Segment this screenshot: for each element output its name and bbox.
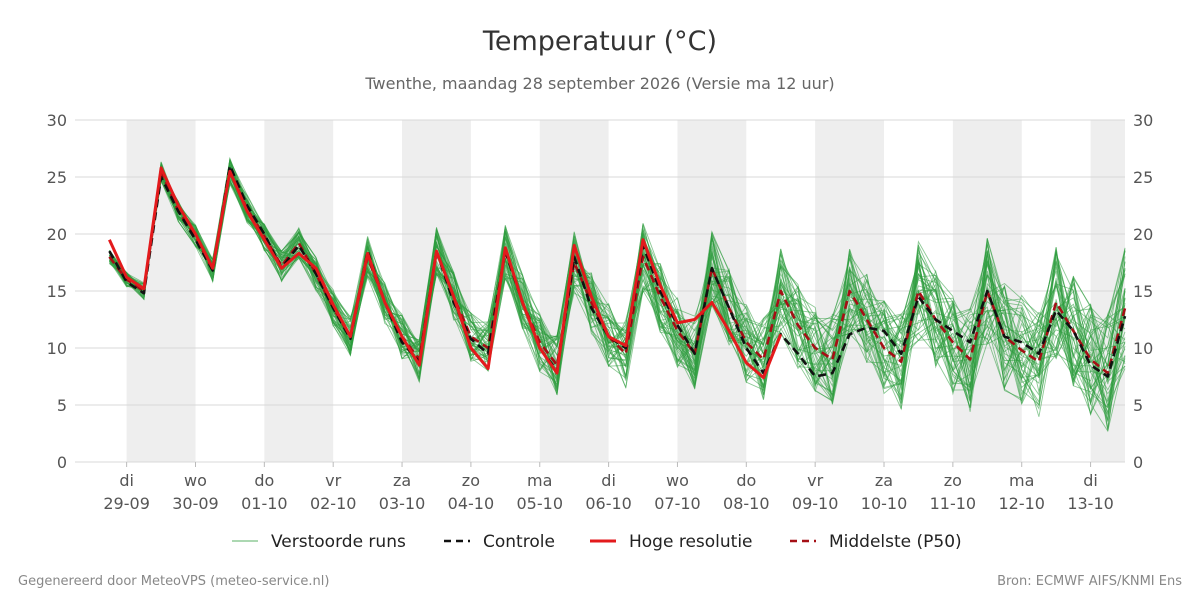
- x-tick-day: zo: [944, 471, 962, 490]
- x-tick-day: ma: [1009, 471, 1034, 490]
- x-tick-date: 10-10: [861, 494, 908, 513]
- x-tick-date: 12-10: [998, 494, 1045, 513]
- ensemble-member-line: [108, 162, 1126, 422]
- x-tick-day: za: [393, 471, 411, 490]
- x-tick-date: 03-10: [379, 494, 426, 513]
- ensemble-member-line: [109, 174, 1126, 402]
- x-tick-day: wo: [184, 471, 207, 490]
- x-tick-day: za: [875, 471, 893, 490]
- x-tick-day: zo: [462, 471, 480, 490]
- y-tick-label-right: 5: [1133, 396, 1143, 415]
- x-tick-date: 13-10: [1067, 494, 1114, 513]
- x-tick-day: vr: [325, 471, 341, 490]
- x-tick-date: 01-10: [241, 494, 288, 513]
- hoge-resolutie-series-line: [108, 166, 783, 380]
- x-tick-date: 07-10: [654, 494, 701, 513]
- x-tick-date: 30-09: [172, 494, 219, 513]
- x-tick-day: di: [1083, 471, 1098, 490]
- y-tick-label-right: 0: [1133, 453, 1143, 472]
- x-tick-day: di: [119, 471, 134, 490]
- y-tick-label-left: 20: [47, 225, 67, 244]
- x-tick-date: 02-10: [310, 494, 357, 513]
- x-tick-date: 29-09: [103, 494, 150, 513]
- legend-label: Controle: [483, 532, 555, 552]
- ensemble-lines: [108, 156, 1126, 433]
- x-tick-date: 09-10: [792, 494, 839, 513]
- x-tick-day: vr: [807, 471, 823, 490]
- x-tick-date: 05-10: [517, 494, 564, 513]
- ensemble-member-line: [109, 163, 1126, 404]
- ensemble-member-line: [109, 167, 1126, 402]
- x-tick-day: wo: [666, 471, 689, 490]
- x-tick-date: 08-10: [723, 494, 770, 513]
- legend: Verstoorde runs Controle Hoge resolutie Mid…: [232, 532, 962, 552]
- y-tick-label-right: 15: [1133, 282, 1153, 301]
- legend-label: Middelste (P50): [829, 532, 962, 552]
- x-tick-day: ma: [527, 471, 552, 490]
- legend-label: Verstoorde runs: [271, 532, 406, 552]
- x-tick-date: 11-10: [930, 494, 977, 513]
- x-tick-date: 04-10: [448, 494, 495, 513]
- y-tick-label-left: 0: [57, 453, 67, 472]
- footer-credit: Gegenereerd door MeteoVPS (meteo-service…: [18, 574, 329, 589]
- y-tick-label-right: 10: [1133, 339, 1153, 358]
- x-tick-day: do: [736, 471, 756, 490]
- series-lines: [108, 164, 1127, 380]
- y-axis-ticks: 0 0 5 5 10 10 15 15 20 20 25 25 30 30: [47, 111, 1154, 472]
- x-tick-day: do: [254, 471, 274, 490]
- y-tick-label-left: 15: [47, 282, 67, 301]
- y-tick-label-left: 25: [47, 168, 67, 187]
- footer-source: Bron: ECMWF AIFS/KNMI Ens: [997, 574, 1182, 589]
- chart-title: Temperatuur (°C): [482, 26, 717, 57]
- chart-subtitle: Twenthe, maandag 28 september 2026 (Vers…: [364, 74, 834, 93]
- x-tick-day: di: [601, 471, 616, 490]
- x-tick-date: 06-10: [585, 494, 632, 513]
- y-tick-label-left: 10: [47, 339, 67, 358]
- ensemble-member-line: [109, 168, 1126, 399]
- y-tick-label-right: 25: [1133, 168, 1153, 187]
- y-tick-label-right: 20: [1133, 225, 1153, 244]
- legend-label: Hoge resolutie: [629, 532, 753, 552]
- y-tick-label-left: 5: [57, 396, 67, 415]
- y-tick-label-right: 30: [1133, 111, 1153, 130]
- x-axis-ticks: di 29-09 wo 30-09 do 01-10 vr 02-10 za 03-10 zo 04-…: [103, 462, 1114, 513]
- y-tick-label-left: 30: [47, 111, 67, 130]
